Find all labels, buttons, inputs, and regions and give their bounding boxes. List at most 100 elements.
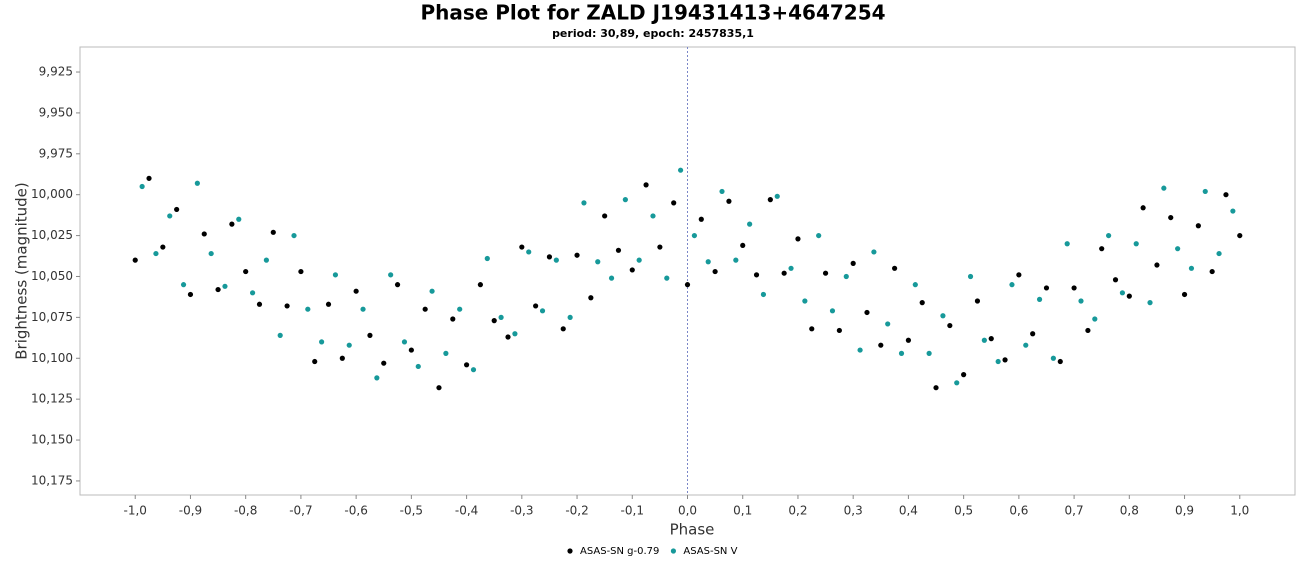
- data-point: [132, 257, 138, 263]
- data-point: [636, 257, 642, 263]
- x-tick-label: -0,5: [400, 504, 423, 518]
- data-point: [353, 288, 359, 294]
- x-tick-label: -0,8: [234, 504, 257, 518]
- data-point: [857, 347, 863, 353]
- data-point: [394, 282, 401, 288]
- y-tick-label: 10,075: [31, 310, 73, 324]
- data-point: [905, 337, 912, 343]
- data-point: [753, 272, 760, 278]
- data-point: [270, 229, 276, 235]
- data-point: [595, 259, 601, 265]
- data-point: [1168, 214, 1174, 221]
- data-point: [1092, 316, 1098, 322]
- x-tick-label: 0,3: [844, 504, 863, 518]
- data-point: [588, 295, 594, 301]
- data-point: [174, 206, 180, 213]
- data-point: [1133, 241, 1139, 247]
- data-point: [967, 273, 974, 280]
- data-point: [974, 298, 981, 304]
- data-point: [194, 180, 200, 186]
- data-point: [519, 244, 525, 250]
- legend-label: ASAS-SN V: [683, 546, 737, 557]
- data-point: [740, 242, 746, 249]
- data-point: [284, 303, 290, 309]
- data-point: [615, 247, 622, 253]
- data-point: [961, 372, 967, 378]
- x-tick-label: 0,6: [1009, 504, 1028, 518]
- data-point: [947, 322, 953, 329]
- data-point: [1064, 241, 1070, 247]
- data-point: [167, 213, 173, 219]
- data-point: [367, 332, 373, 338]
- data-point: [526, 249, 532, 255]
- data-point: [1119, 290, 1126, 296]
- x-tick-label: -0,9: [179, 504, 202, 518]
- x-tick-label: 0,8: [1120, 504, 1139, 518]
- data-point: [774, 193, 780, 199]
- data-point: [843, 273, 849, 280]
- data-point: [146, 175, 152, 181]
- data-point: [139, 183, 145, 190]
- data-point: [684, 282, 691, 288]
- data-point: [388, 272, 394, 278]
- data-point: [809, 326, 815, 332]
- data-point: [567, 314, 573, 320]
- data-point: [505, 334, 511, 340]
- data-point: [443, 350, 449, 356]
- data-point: [1188, 265, 1195, 271]
- y-tick-label: 10,050: [31, 269, 73, 283]
- data-point: [1195, 223, 1201, 229]
- data-point: [201, 231, 207, 237]
- data-point: [1002, 357, 1008, 363]
- x-tick-label: -0,3: [510, 504, 533, 518]
- data-point: [657, 244, 663, 250]
- data-point: [498, 314, 504, 320]
- data-point: [243, 268, 249, 275]
- data-point: [1230, 208, 1236, 214]
- data-point: [829, 308, 836, 314]
- data-point: [1016, 272, 1022, 278]
- data-point: [1023, 342, 1029, 348]
- data-point: [160, 244, 166, 250]
- data-point: [1202, 188, 1208, 195]
- data-point: [470, 367, 477, 373]
- data-point: [208, 250, 214, 257]
- data-point: [1050, 355, 1056, 361]
- data-point: [1085, 327, 1091, 334]
- data-point: [415, 363, 421, 370]
- data-point: [312, 358, 318, 365]
- data-point: [298, 268, 304, 275]
- data-point: [457, 306, 463, 312]
- data-point: [450, 316, 456, 322]
- data-point: [988, 336, 994, 342]
- data-point: [788, 265, 794, 271]
- data-point: [560, 326, 566, 332]
- x-tick-label: -0,4: [455, 504, 478, 518]
- data-point: [291, 232, 297, 239]
- data-point: [898, 350, 905, 356]
- data-point: [995, 358, 1001, 365]
- data-point: [1181, 291, 1188, 298]
- x-tick-label: -0,6: [344, 504, 367, 518]
- data-point: [546, 254, 553, 260]
- data-point: [180, 282, 187, 288]
- data-point: [1154, 262, 1160, 268]
- data-point: [574, 252, 580, 258]
- x-tick-label: 0,9: [1175, 504, 1194, 518]
- data-point: [491, 318, 497, 324]
- data-point: [581, 200, 587, 206]
- y-tick-label: 10,125: [31, 392, 73, 406]
- data-point: [871, 249, 877, 255]
- data-point: [664, 275, 670, 281]
- data-point: [1209, 268, 1215, 275]
- data-point: [1175, 246, 1181, 252]
- data-point: [187, 291, 194, 298]
- data-point: [698, 216, 704, 222]
- data-point: [1043, 285, 1050, 291]
- y-axis-title: Brightness (magnitude): [13, 182, 31, 360]
- data-point: [153, 250, 159, 257]
- x-tick-label: -0,7: [289, 504, 312, 518]
- data-point: [850, 260, 856, 266]
- y-tick-label: 9,975: [39, 146, 73, 160]
- data-point: [512, 331, 518, 337]
